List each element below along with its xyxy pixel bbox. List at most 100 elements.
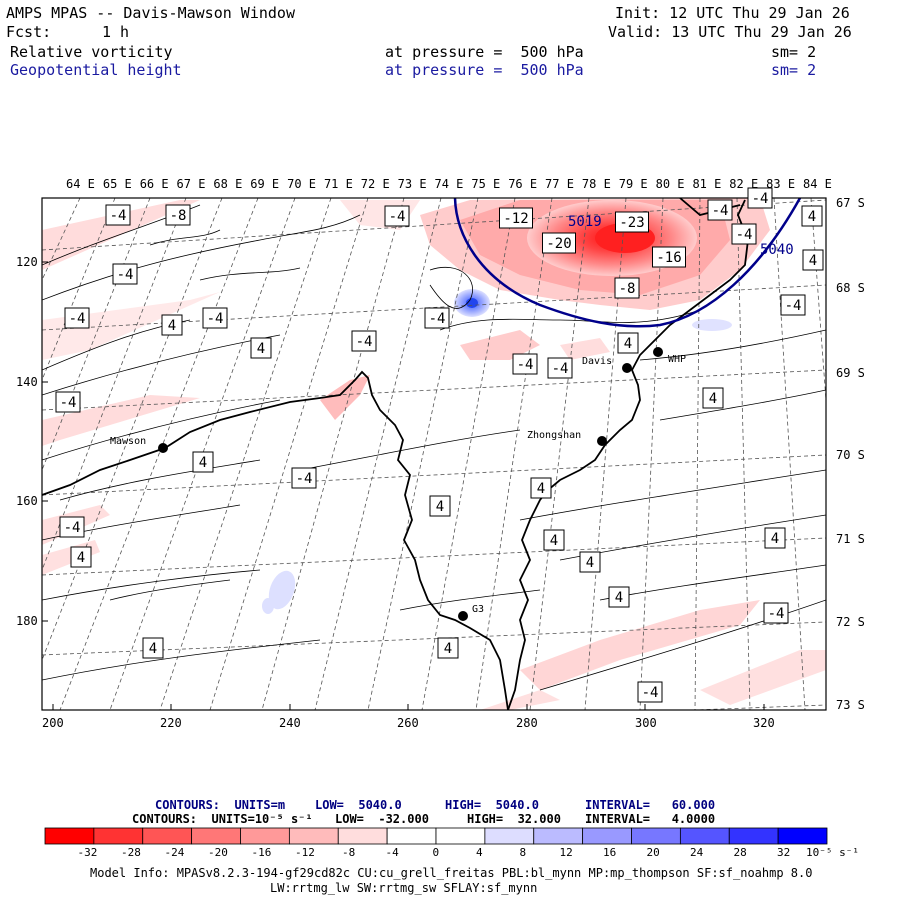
colorbar-swatch: [240, 827, 290, 845]
contour-label: -12: [503, 211, 528, 227]
contour-label-box: [429, 495, 451, 517]
contour-label: -4: [552, 361, 569, 377]
colorbar-tick-label: -32: [77, 846, 98, 859]
contour-label: -20: [546, 236, 571, 252]
colorbar-swatch: [533, 827, 584, 845]
colorbar-swatch: [386, 827, 437, 845]
contour-label-box: [707, 199, 733, 221]
contour-label: 4: [199, 455, 207, 471]
colorbar-swatch: [582, 827, 632, 845]
colorbar-tick-label: -20: [208, 846, 228, 859]
contour-label: -16: [656, 250, 681, 266]
contour-label: -4: [207, 311, 224, 327]
legend-height-low: LOW= 5040.0: [315, 798, 402, 812]
latitude-label: 67 S: [836, 196, 865, 210]
contour-label: 4: [808, 209, 816, 225]
x-axis-tick-label: 200: [42, 716, 64, 730]
legend-vort-interval: INTERVAL= 4.0000: [585, 812, 716, 826]
model-info-line2: LW:rrtmg_lw SW:rrtmg_sw SFLAY:sf_mynn: [270, 881, 538, 895]
longitude-label: 64 E: [66, 177, 95, 191]
contour-label-box: [637, 681, 663, 703]
station-whp-dot: [653, 347, 663, 357]
contour-label: 4: [615, 590, 623, 606]
colorbar-swatch: [435, 827, 486, 845]
contour-label-box: [542, 232, 576, 254]
y-axis-tick-label: 120: [16, 255, 38, 269]
x-axis-tick-label: 280: [516, 716, 538, 730]
colorbar-tick-label: -4: [385, 846, 399, 859]
contour-label: -23: [619, 215, 644, 231]
forecast-label: Fcst:: [6, 23, 52, 41]
colorbar-tick-label: 8: [519, 846, 527, 859]
contour-label-box: [780, 294, 806, 316]
longitude-label: 70 E: [287, 177, 316, 191]
contour-label: 4: [624, 336, 632, 352]
contour-label: -4: [517, 357, 534, 373]
field2-pressure: at pressure = 500 hPa: [385, 61, 584, 79]
contour-label: -4: [736, 227, 753, 243]
contour-label: 4: [586, 555, 594, 571]
contour-label-box: [105, 204, 131, 226]
colorbar-tick-label: 32: [777, 846, 791, 859]
contour-label-box: [731, 223, 757, 245]
longitude-label: 84 E: [803, 177, 832, 191]
longitude-label: 83 E: [766, 177, 796, 191]
contour-label-box: [547, 357, 573, 379]
latitude-label: 70 S: [836, 448, 865, 462]
colorbar-tick-label: 12: [559, 846, 573, 859]
station-davis-dot: [622, 363, 632, 373]
contour-label-box: [192, 451, 214, 473]
legend-vort-contours: CONTOURS: UNITS=10⁻⁵ s⁻¹: [132, 812, 313, 826]
station-zhongshan-dot: [597, 436, 607, 446]
station-label-zhongshan: Zhongshan: [527, 430, 581, 441]
x-axis-tick-label: 320: [753, 716, 775, 730]
longitude-label: 75 E: [471, 177, 501, 191]
contour-label: -4: [296, 471, 313, 487]
latitude-label: 73 S: [836, 698, 865, 712]
longitude-label: 74 E: [434, 177, 464, 191]
contour-label: 4: [771, 531, 779, 547]
colorbar-swatch: [777, 827, 828, 845]
x-axis-tick-label: 260: [397, 716, 419, 730]
longitude-label: 82 E: [729, 177, 759, 191]
longitude-label: 77 E: [545, 177, 574, 191]
longitude-label: 68 E: [213, 177, 243, 191]
contour-label: 4: [257, 341, 265, 357]
contour-label: -4: [110, 208, 127, 224]
contour-label: 4: [550, 533, 558, 549]
contour-label: 4: [436, 499, 444, 515]
station-label-mawson: Mawson: [110, 436, 146, 447]
map-frame: [41, 197, 827, 711]
contour-label-box: [351, 330, 377, 352]
station-label-g3: G3: [472, 604, 484, 615]
contour-label: 4: [537, 481, 545, 497]
contour-label: -4: [752, 191, 769, 207]
map-title: AMPS MPAS -- Davis-Mawson Window: [6, 4, 295, 22]
contour-label: -4: [768, 606, 785, 622]
colorbar-swatch: [93, 827, 144, 845]
longitude-label: 79 E: [618, 177, 648, 191]
geopotential-contour-5040: [453, 198, 802, 328]
height-label: 5040: [760, 242, 794, 258]
contour-label: -4: [642, 685, 659, 701]
colorbar-tick-label: -16: [251, 846, 272, 859]
legend-height-interval: INTERVAL= 60.000: [585, 798, 716, 812]
contour-label-box: [112, 263, 138, 285]
contour-label-box: [499, 207, 533, 229]
latitude-label: 72 S: [836, 615, 865, 629]
contour-label-box: [165, 204, 191, 226]
height-label: 5019: [568, 214, 602, 230]
contour-label: -4: [64, 520, 81, 536]
station-label-whp: WHP: [668, 354, 686, 365]
colorbar-swatch: [631, 827, 681, 845]
legend-height-contours: CONTOURS: UNITS=m: [155, 798, 286, 812]
station-g3-dot: [458, 611, 468, 621]
colorbar-tick-label: -28: [121, 846, 141, 859]
contour-label-box: [202, 307, 228, 329]
colorbar-tick-label: -8: [342, 846, 356, 859]
field1-pressure: at pressure = 500 hPa: [385, 43, 584, 61]
contour-label: -4: [69, 311, 86, 327]
colorbar-tick-label: -12: [295, 846, 315, 859]
longitude-label: 80 E: [655, 177, 685, 191]
longitude-label: 78 E: [581, 177, 611, 191]
